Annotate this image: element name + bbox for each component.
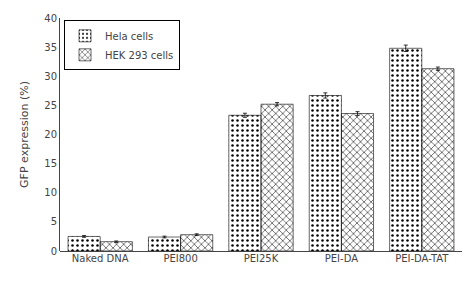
svg-text:GFP expression (%): GFP expression (%) — [18, 81, 31, 188]
svg-text:PEI25K: PEI25K — [244, 253, 279, 264]
svg-text:10: 10 — [44, 187, 57, 198]
svg-text:15: 15 — [44, 158, 57, 169]
svg-text:35: 35 — [44, 42, 57, 53]
svg-text:20: 20 — [44, 129, 57, 140]
svg-text:Naked DNA: Naked DNA — [72, 253, 129, 264]
svg-text:PEI800: PEI800 — [163, 253, 197, 264]
svg-text:5: 5 — [51, 216, 57, 227]
svg-text:30: 30 — [44, 71, 57, 82]
svg-text:Hela cells: Hela cells — [105, 31, 153, 42]
svg-text:40: 40 — [44, 13, 57, 24]
svg-text:0: 0 — [51, 246, 57, 257]
svg-text:25: 25 — [44, 100, 57, 111]
svg-text:HEK 293 cells: HEK 293 cells — [105, 50, 173, 61]
svg-text:PEI-DA: PEI-DA — [325, 253, 358, 264]
svg-text:PEI-DA-TAT: PEI-DA-TAT — [395, 253, 449, 264]
